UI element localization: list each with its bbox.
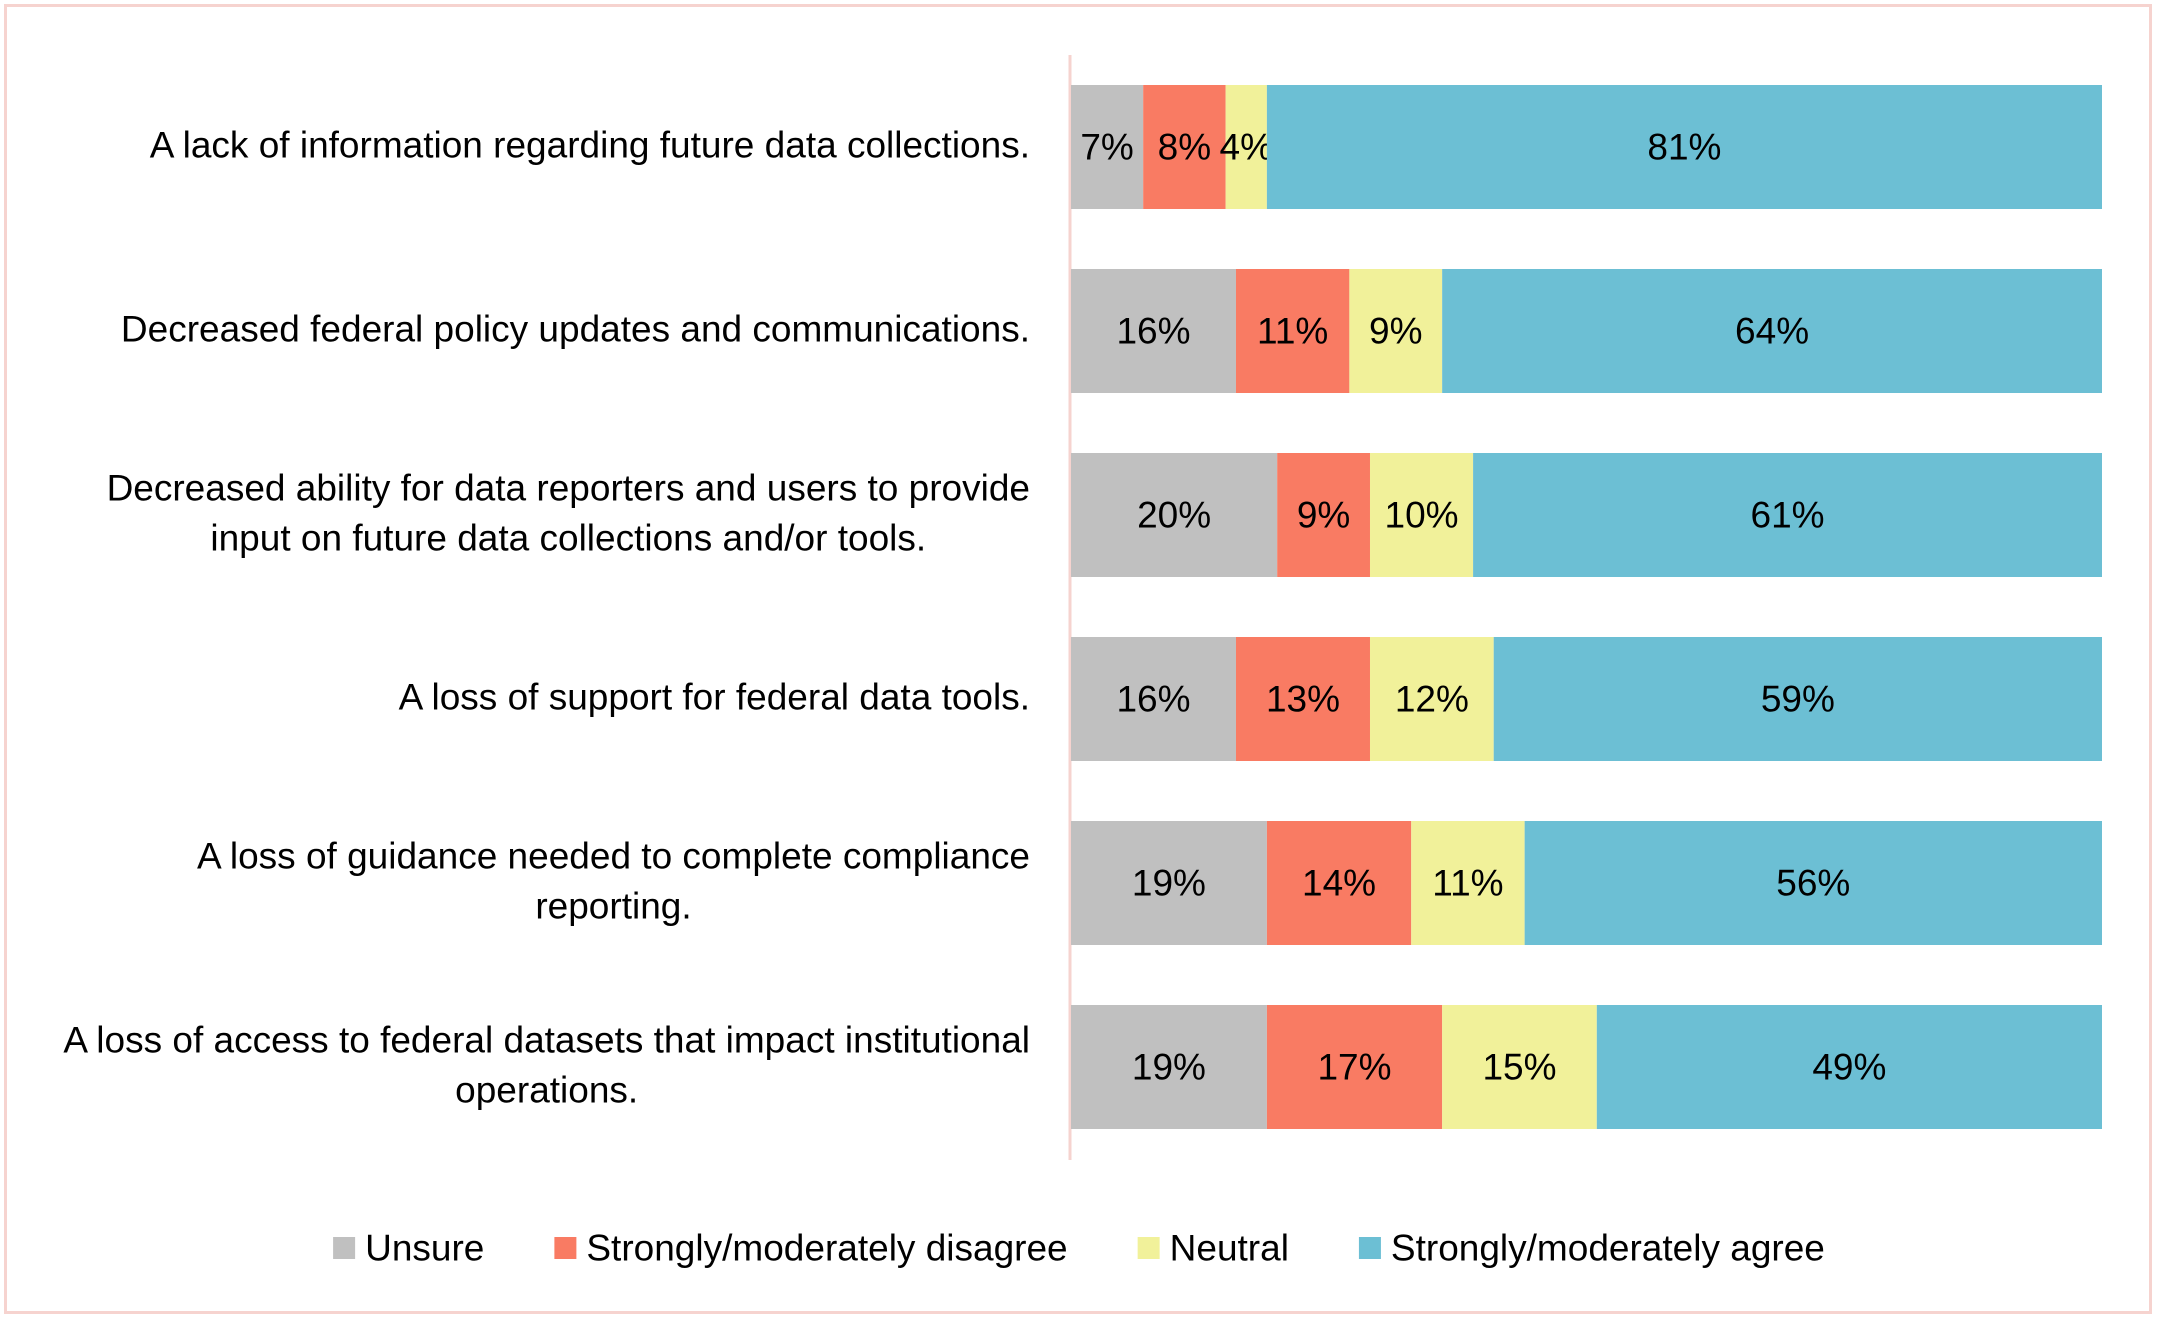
data-label: 9% (1297, 495, 1350, 536)
data-label: 10% (1385, 495, 1459, 536)
legend-swatch (1358, 1237, 1381, 1259)
data-label: 8% (1158, 127, 1211, 168)
data-label: 9% (1369, 311, 1422, 352)
bar-segment-row3-strongly-moderately-disagree (1277, 453, 1370, 577)
data-label: 17% (1317, 1047, 1391, 1088)
bar-segment-row3-strongly-moderately-agree (1473, 453, 2102, 577)
bars-layer: 7% 8% 4% 81% 16% 11% 9% 64% 20% 9% 10% 61% 16% 13% 12%… (1071, 85, 2102, 1129)
data-label: 56% (1776, 863, 1850, 904)
bar-segment-row1-neutral (1225, 85, 1267, 209)
category-label: operations. (455, 1070, 638, 1111)
legend-swatch (333, 1237, 356, 1259)
data-label: 19% (1132, 1047, 1206, 1088)
data-label: 19% (1132, 863, 1206, 904)
data-label: 12% (1395, 679, 1469, 720)
legend-label: Strongly/moderately agree (1391, 1228, 1825, 1269)
legend-swatch (1137, 1237, 1160, 1259)
bar-segment-row2-unsure (1071, 269, 1236, 393)
legend-label: Strongly/moderately disagree (586, 1228, 1067, 1269)
bar-segment-row5-strongly-moderately-disagree (1266, 821, 1412, 945)
data-label: 81% (1647, 127, 1721, 168)
category-label: Decreased federal policy updates and com… (121, 309, 1030, 350)
bar-segment-row5-unsure (1071, 821, 1267, 945)
category-label: A lack of information regarding future d… (150, 125, 1030, 166)
legend-label: Neutral (1170, 1228, 1289, 1269)
bar-segment-row5-strongly-moderately-agree (1524, 821, 2102, 945)
data-label: 59% (1761, 679, 1835, 720)
data-label: 14% (1302, 863, 1376, 904)
bar-segment-row4-strongly-moderately-agree (1493, 637, 2102, 761)
legend-swatch (554, 1237, 577, 1259)
bar-segment-row4-unsure (1071, 637, 1236, 761)
bar-segment-row6-strongly-moderately-disagree (1266, 1005, 1443, 1129)
bar-segment-row1-strongly-moderately-disagree (1143, 85, 1226, 209)
bar-segment-row5-neutral (1411, 821, 1525, 945)
bar-segment-row6-neutral (1442, 1005, 1597, 1129)
bar-segment-row4-neutral (1369, 637, 1494, 761)
category-labels: A lack of information regarding future d… (63, 125, 1030, 1111)
legend-label: Unsure (365, 1228, 484, 1269)
category-label: input on future data collections and/or … (210, 518, 926, 559)
bar-segment-row2-neutral (1349, 269, 1443, 393)
category-label: Decreased ability for data reporters and… (107, 468, 1030, 509)
data-label: 64% (1735, 311, 1809, 352)
bar-segment-row6-strongly-moderately-agree (1596, 1005, 2102, 1129)
bar-segment-row4-strongly-moderately-disagree (1235, 637, 1370, 761)
data-label: 11% (1257, 311, 1328, 352)
bar-segment-row2-strongly-moderately-agree (1442, 269, 2102, 393)
bar-segment-row3-unsure (1071, 453, 1278, 577)
data-label: 7% (1080, 127, 1133, 168)
data-label: 13% (1266, 679, 1340, 720)
data-label: 15% (1482, 1047, 1556, 1088)
data-label: 16% (1116, 311, 1190, 352)
data-label: 49% (1812, 1047, 1886, 1088)
category-label: A loss of access to federal datasets tha… (63, 1020, 1030, 1061)
bar-segment-row1-strongly-moderately-agree (1266, 85, 2102, 209)
data-label: 61% (1751, 495, 1825, 536)
legend: Unsure Strongly/moderately disagree Neutra… (333, 1228, 1825, 1269)
category-label: reporting. (535, 886, 691, 927)
bar-segment-row3-neutral (1369, 453, 1474, 577)
bar-segment-row1-unsure (1071, 85, 1144, 209)
bar-segment-row6-unsure (1071, 1005, 1267, 1129)
data-label: 4% (1220, 127, 1273, 168)
category-label: A loss of support for federal data tools… (399, 677, 1030, 718)
data-label: 16% (1116, 679, 1190, 720)
data-label: 11% (1432, 863, 1503, 904)
bar-segment-row2-strongly-moderately-disagree (1235, 269, 1350, 393)
category-label: A loss of guidance needed to complete co… (197, 836, 1030, 877)
data-label: 20% (1137, 495, 1211, 536)
